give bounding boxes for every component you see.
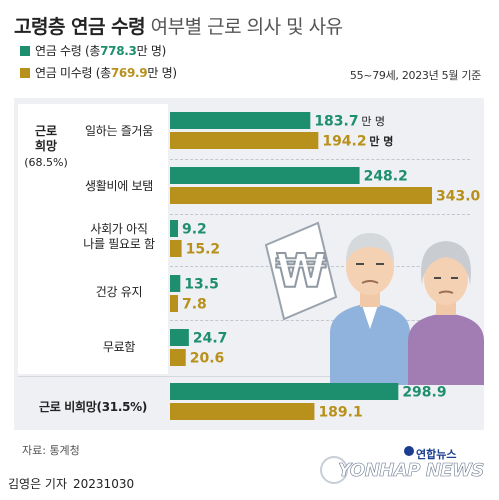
bar-pension: [170, 329, 189, 346]
bar-pension: [170, 275, 181, 292]
category-label: 무료함: [102, 340, 136, 354]
bar-no-pension: [170, 132, 319, 149]
legend-no-pension-prefix: 연금 미수령 (총: [35, 66, 111, 80]
bar-value-label: 20.6: [190, 351, 225, 367]
bar-pension: [170, 112, 311, 129]
legend-no-pension-total: 769.9: [110, 65, 148, 80]
legend-swatch-no-pension: [20, 67, 30, 78]
bar-value-label: 194.2: [322, 134, 366, 150]
unit-label: 만 명: [369, 134, 393, 148]
legend-pension-suffix: 만 명): [136, 44, 167, 58]
brand-name-kr: 연합뉴스: [416, 448, 457, 461]
hope-group-percent: (68.5%): [24, 156, 68, 169]
category-label: 사회가 아직 나를 필요로 함: [83, 222, 155, 251]
legend-item-pension: 연금 수령 (총 778.3 만 명): [20, 42, 166, 59]
title-rest: 여부별 근로 의사 및 사유: [150, 16, 343, 38]
bar-pension: [170, 220, 178, 237]
bar-value-label: 24.7: [193, 331, 228, 347]
category-label: 일하는 즐거움: [85, 124, 153, 138]
elderly-man-icon: [330, 233, 410, 385]
author: 김영은 기자: [8, 477, 68, 491]
byline: 김영은 기자 20231030: [8, 475, 134, 492]
legend-pension-total: 778.3: [100, 43, 137, 58]
bar-value-label: 15.2: [186, 242, 221, 258]
yonhap-logo: 연합뉴스 YONHAP NEWS: [320, 444, 490, 488]
bar-pension: [170, 383, 399, 400]
won-symbol: ₩: [276, 244, 327, 298]
bar-value-label: 183.7: [314, 114, 358, 130]
row-divider: [170, 214, 470, 215]
bar-value-label: 13.5: [184, 277, 219, 293]
legend-no-pension-suffix: 만 명): [147, 66, 177, 80]
logo-dot-icon: [404, 446, 414, 456]
bar-no-pension: [170, 187, 432, 204]
bar-value-label: 248.2: [364, 169, 408, 185]
bar-value-label: 189.1: [318, 405, 362, 421]
unit-label: 만 명: [361, 115, 385, 128]
legend-item-no-pension: 연금 미수령 (총 769.9 만 명): [20, 64, 177, 81]
bar-no-pension: [170, 403, 315, 420]
category-label: 생활비에 보탬: [85, 179, 153, 193]
date-note: 55~79세, 2023년 5월 기준: [349, 69, 481, 82]
bar-pension: [170, 167, 360, 184]
legend-swatch-pension: [20, 45, 30, 56]
bar-value-label: 343.0: [436, 189, 481, 205]
brand-name-en: YONHAP NEWS: [338, 460, 485, 482]
bar-no-pension: [170, 295, 178, 312]
chart-title: 고령층 연금 수령 여부별 근로 의사 및 사유: [14, 12, 343, 39]
section-divider: [18, 376, 470, 377]
bar-value-label: 298.9: [402, 385, 446, 401]
bar-value-label: 7.8: [182, 297, 207, 313]
bar-value-label: 9.2: [182, 222, 207, 238]
category-label: 건강 유지: [95, 285, 143, 299]
row-divider: [170, 320, 470, 321]
title-bold: 고령층 연금 수령: [14, 16, 146, 38]
won-sign-icon: ₩: [264, 221, 338, 321]
legend-pension-prefix: 연금 수령 (총: [35, 44, 101, 58]
row-divider: [170, 159, 470, 160]
elderly-woman-icon: [408, 241, 484, 385]
bar-no-pension: [170, 240, 182, 257]
elderly-couple-illustration: ₩: [264, 221, 484, 385]
hope-group-label: 근로 희망: [34, 124, 58, 153]
no-hope-group-label: 근로 비희망(31.5%): [38, 400, 148, 414]
bar-no-pension: [170, 349, 186, 366]
publish-date: 20231030: [73, 477, 135, 491]
hope-group-box: [18, 104, 168, 374]
logo-mark-icon: [320, 456, 348, 484]
source-note: 자료: 통계청: [22, 444, 80, 457]
